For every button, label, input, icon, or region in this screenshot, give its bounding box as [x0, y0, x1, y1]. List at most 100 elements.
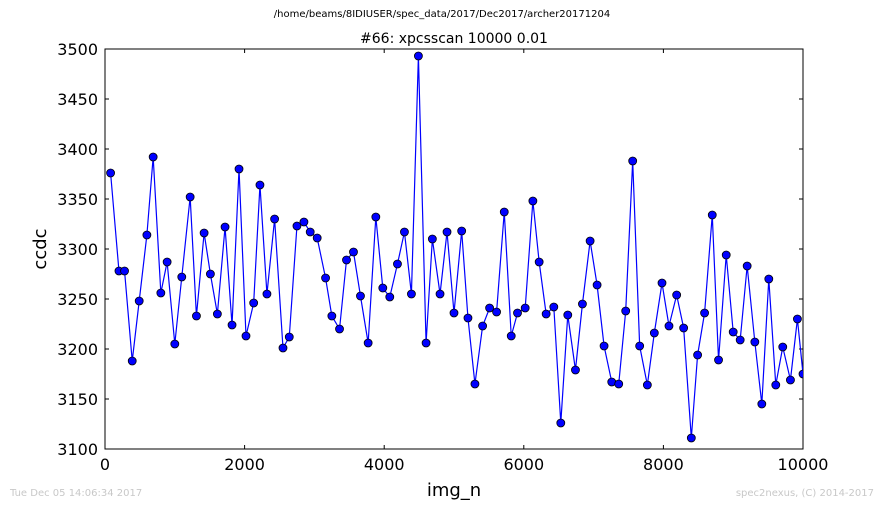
data-point	[379, 284, 387, 292]
x-tick-label: 4000	[364, 455, 405, 474]
data-point	[615, 380, 623, 388]
data-point	[107, 169, 115, 177]
data-point	[285, 333, 293, 341]
data-point	[313, 234, 321, 242]
data-point	[593, 281, 601, 289]
data-point	[192, 312, 200, 320]
data-point	[206, 270, 214, 278]
data-point	[751, 338, 759, 346]
data-point	[228, 321, 236, 329]
y-tick-label: 3500	[57, 40, 98, 59]
data-point	[372, 213, 380, 221]
data-point	[673, 291, 681, 299]
data-point	[414, 52, 422, 60]
data-point	[464, 314, 472, 322]
data-point	[529, 197, 537, 205]
data-point	[250, 299, 258, 307]
data-point	[786, 376, 794, 384]
data-point	[386, 293, 394, 301]
data-point	[643, 381, 651, 389]
data-point	[221, 223, 229, 231]
data-point	[279, 344, 287, 352]
data-point	[564, 311, 572, 319]
data-point	[443, 228, 451, 236]
data-point	[694, 351, 702, 359]
data-point	[521, 304, 529, 312]
y-tick-label: 3100	[57, 440, 98, 459]
data-point	[400, 228, 408, 236]
data-point	[708, 211, 716, 219]
y-axis-label: ccdc	[30, 228, 51, 269]
x-axis-label: img_n	[427, 480, 481, 501]
x-tick-label: 10000	[778, 455, 829, 474]
data-point	[178, 273, 186, 281]
data-point	[407, 290, 415, 298]
data-point	[364, 339, 372, 347]
y-tick-label: 3150	[57, 390, 98, 409]
data-point	[629, 157, 637, 165]
data-point	[600, 342, 608, 350]
y-tick-label: 3400	[57, 140, 98, 159]
y-tick-label: 3200	[57, 340, 98, 359]
data-point	[622, 307, 630, 315]
x-tick-label: 0	[100, 455, 110, 474]
data-point	[514, 309, 522, 317]
axis-ticks: 0 2000 4000 6000 8000 10000 3100 3150 3200 3250 33…	[57, 40, 828, 474]
data-point	[665, 322, 673, 330]
data-point	[450, 309, 458, 317]
data-point	[143, 231, 151, 239]
data-point	[343, 256, 351, 264]
data-point	[186, 193, 194, 201]
series-line	[111, 56, 803, 438]
data-point	[636, 342, 644, 350]
data-point	[256, 181, 264, 189]
data-point	[729, 328, 737, 336]
data-point	[328, 312, 336, 320]
chart-title: #66: xpcsscan 10000 0.01	[360, 31, 548, 47]
data-point	[171, 340, 179, 348]
data-point	[393, 260, 401, 268]
data-point	[428, 235, 436, 243]
data-point	[715, 356, 723, 364]
data-point	[507, 332, 515, 340]
data-point	[550, 303, 558, 311]
data-point	[213, 310, 221, 318]
data-point	[793, 315, 801, 323]
data-point	[479, 322, 487, 330]
data-point	[736, 336, 744, 344]
data-point	[578, 300, 586, 308]
data-point	[758, 400, 766, 408]
data-point	[356, 292, 364, 300]
data-point	[306, 228, 314, 236]
data-point	[571, 366, 579, 374]
data-point	[772, 381, 780, 389]
y-tick-label: 3350	[57, 190, 98, 209]
data-point	[149, 153, 157, 161]
data-point	[722, 251, 730, 259]
data-point	[743, 262, 751, 270]
x-tick-label: 8000	[643, 455, 684, 474]
data-point	[300, 218, 308, 226]
data-point	[422, 339, 430, 347]
data-point	[471, 380, 479, 388]
data-point	[157, 289, 165, 297]
data-point	[263, 290, 271, 298]
data-point	[701, 309, 709, 317]
data-point	[586, 237, 594, 245]
data-point	[322, 274, 330, 282]
timestamp-footer: Tue Dec 05 14:06:34 2017	[10, 488, 142, 499]
data-point	[271, 215, 279, 223]
data-point	[542, 310, 550, 318]
data-point	[765, 275, 773, 283]
data-point	[687, 434, 695, 442]
x-tick-label: 2000	[224, 455, 265, 474]
data-point	[557, 419, 565, 427]
data-point	[128, 357, 136, 365]
credit-footer: spec2nexus, (C) 2014-2017	[736, 488, 874, 499]
x-tick-label: 6000	[503, 455, 544, 474]
data-series	[107, 52, 807, 442]
data-point	[336, 325, 344, 333]
data-point	[779, 343, 787, 351]
data-point	[349, 248, 357, 256]
data-point	[163, 258, 171, 266]
